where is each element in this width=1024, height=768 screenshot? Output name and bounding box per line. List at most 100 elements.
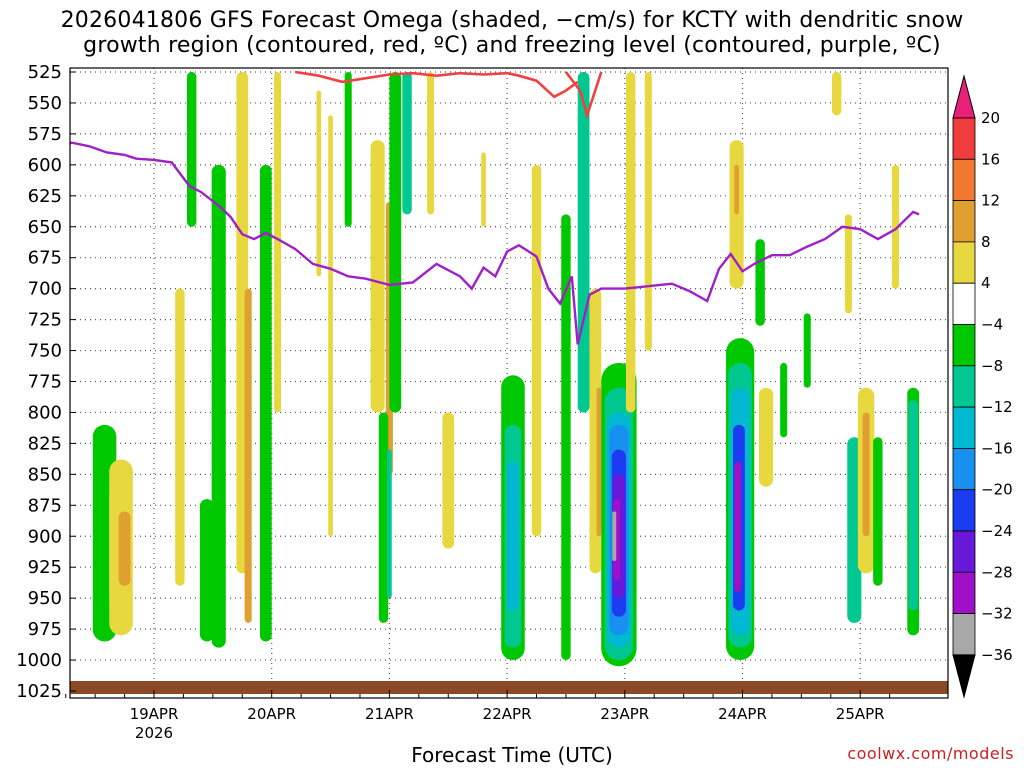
omega-shade-cell	[755, 239, 765, 326]
omega-shade-cell	[244, 288, 252, 623]
plot-frame	[69, 67, 949, 699]
omega-shade-cell	[734, 164, 739, 215]
omega-shade-cell	[873, 437, 883, 586]
x-axis-label: Forecast Time (UTC)	[411, 743, 613, 767]
colorbar-label: −32	[981, 605, 1013, 623]
y-tick-label: 975	[28, 619, 62, 640]
colorbar-label: 12	[981, 192, 1000, 210]
y-tick-label: 800	[28, 402, 62, 423]
omega-shade-cell	[370, 140, 385, 413]
y-axis: 525 550 575 600 625 650 675 700 725 750 775 800 825 8…	[16, 62, 76, 702]
colorbar-label: 4	[981, 274, 991, 292]
y-tick-label: 650	[28, 217, 62, 238]
colorbar-swatch	[952, 613, 976, 656]
y-tick-label: 750	[28, 341, 62, 362]
y-tick-label: 700	[28, 279, 62, 300]
colorbar-swatch	[952, 158, 976, 202]
omega-shade-cell	[862, 412, 870, 537]
omega-shade-cell	[316, 90, 322, 277]
y-tick-label: 950	[28, 588, 62, 609]
omega-shade-cell	[378, 412, 389, 623]
y-tick-label: 550	[28, 93, 62, 114]
y-tick-label: 725	[28, 310, 62, 331]
dgz-contour	[294, 70, 579, 99]
x-tick-label: 19APR	[130, 705, 179, 723]
x-tick-label: 22APR	[483, 705, 532, 723]
omega-shade-cell	[186, 72, 197, 227]
colorbar-label: −8	[981, 357, 1003, 375]
y-tick-label: 850	[28, 464, 62, 485]
colorbar-label: 16	[981, 150, 1000, 168]
omega-shade-cell	[803, 313, 811, 388]
colorbar-swatch	[952, 282, 976, 325]
colorbar-swatch	[952, 489, 976, 532]
omega-shade-cell	[908, 400, 918, 611]
omega-shade-cell	[211, 164, 226, 648]
colorbar-swatch	[952, 571, 976, 614]
x-tick-label: 20APR	[247, 705, 296, 723]
colorbar-swatch	[952, 365, 976, 408]
y-tick-label: 625	[28, 186, 62, 207]
y-tick-label: 675	[28, 248, 62, 269]
omega-shade-cell	[612, 511, 617, 562]
y-tick-label: 875	[28, 495, 62, 516]
omega-shade-cell	[389, 72, 402, 413]
colorbar-label: −24	[981, 522, 1013, 540]
contours	[70, 70, 920, 345]
colorbar: 20 16 12 8 4 −4 −8 −12 −16 −20 −24 −28 −32 −36	[952, 74, 1013, 699]
colorbar-swatch	[952, 406, 976, 449]
omega-shade-cell	[344, 72, 352, 227]
omega-shade-cell	[442, 412, 455, 549]
x-tick-sublabel: 2026	[135, 724, 173, 742]
omega-shade-cell	[891, 164, 900, 289]
y-tick-label: 775	[28, 372, 62, 393]
omega-shade-cell	[274, 72, 282, 413]
colorbar-swatch	[952, 324, 976, 367]
colorbar-label: 8	[981, 233, 991, 251]
x-tick-label: 23APR	[600, 705, 649, 723]
x-tick-label: 25APR	[836, 705, 885, 723]
omega-shade-cell	[427, 72, 435, 215]
colorbar-swatch	[952, 200, 976, 243]
colorbar-swatch	[952, 447, 976, 491]
omega-shade-cell	[531, 164, 542, 537]
omega-shade-cell	[625, 72, 636, 413]
colorbar-label: −16	[981, 439, 1013, 457]
colorbar-swatch	[952, 117, 976, 160]
dgz-contour	[564, 71, 603, 120]
omega-shade-cell	[259, 164, 272, 642]
omega-shade-cell	[118, 511, 131, 586]
colorbar-label: −12	[981, 398, 1013, 416]
y-tick-label: 900	[28, 526, 62, 547]
chart-title-line-2: growth region (contoured, red, ºC) and f…	[83, 33, 941, 58]
y-tick-label: 600	[28, 155, 62, 176]
omega-shade-cell	[328, 115, 333, 537]
y-tick-label: 925	[28, 557, 62, 578]
y-tick-label: 1000	[16, 650, 62, 671]
omega-shading	[70, 72, 920, 667]
colorbar-swatch	[952, 530, 976, 573]
omega-shade-cell	[758, 387, 774, 487]
omega-shade-cell	[644, 72, 652, 351]
freezing-level-line	[70, 141, 920, 345]
colorbar-top-arrow	[952, 74, 976, 119]
colorbar-label: −4	[981, 316, 1003, 334]
colorbar-label: −36	[981, 646, 1013, 664]
y-tick-label: 1025	[16, 681, 62, 702]
omega-shade-cell	[596, 387, 602, 537]
colorbar-label: −20	[981, 481, 1013, 499]
terrain-ground	[70, 681, 948, 694]
omega-shade-cell	[387, 449, 392, 599]
y-tick-label: 575	[28, 124, 62, 145]
omega-shade-cell	[507, 461, 519, 611]
y-tick-label: 525	[28, 62, 62, 83]
chart-title-line-1: 2026041806 GFS Forecast Omega (shaded, −…	[60, 8, 964, 33]
credit-link[interactable]: coolwx.com/models	[847, 744, 1014, 763]
omega-shade-cell	[831, 72, 842, 116]
omega-shade-cell	[561, 214, 571, 661]
colorbar-label: −28	[981, 563, 1013, 581]
omega-shade-cell	[780, 362, 788, 438]
x-tick-label: 21APR	[365, 705, 414, 723]
